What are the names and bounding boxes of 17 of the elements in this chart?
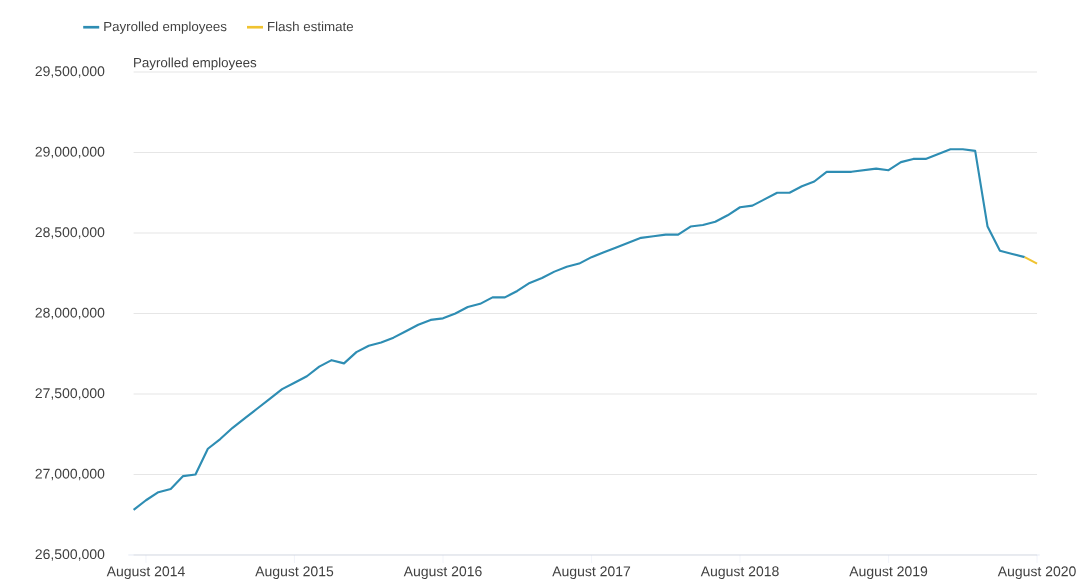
y-tick-label: 29,500,000 xyxy=(35,66,105,78)
y-tick-label: 27,500,000 xyxy=(35,388,105,400)
x-tick-label: August 2018 xyxy=(700,566,779,580)
legend-label: Flash estimate xyxy=(268,21,354,32)
x-tick-label: August 2016 xyxy=(403,566,482,580)
legend-label: Payrolled employees xyxy=(104,21,227,34)
x-tick-label: August 2017 xyxy=(552,566,631,580)
y-tick-label: 28,500,000 xyxy=(35,227,105,239)
y-tick-label: 27,000,000 xyxy=(35,468,105,481)
x-tick-label: August 2015 xyxy=(255,566,334,580)
y-tick-label: 29,000,000 xyxy=(35,146,105,159)
x-tick-label: August 2019 xyxy=(849,566,928,580)
y-axis-title: Payrolled employees xyxy=(134,57,257,70)
y-tick-label: 28,000,000 xyxy=(35,307,105,320)
x-tick-label: August 2020 xyxy=(997,566,1076,580)
y-tick-label: 26,500,000 xyxy=(35,549,105,561)
x-tick-label: August 2014 xyxy=(106,566,185,580)
